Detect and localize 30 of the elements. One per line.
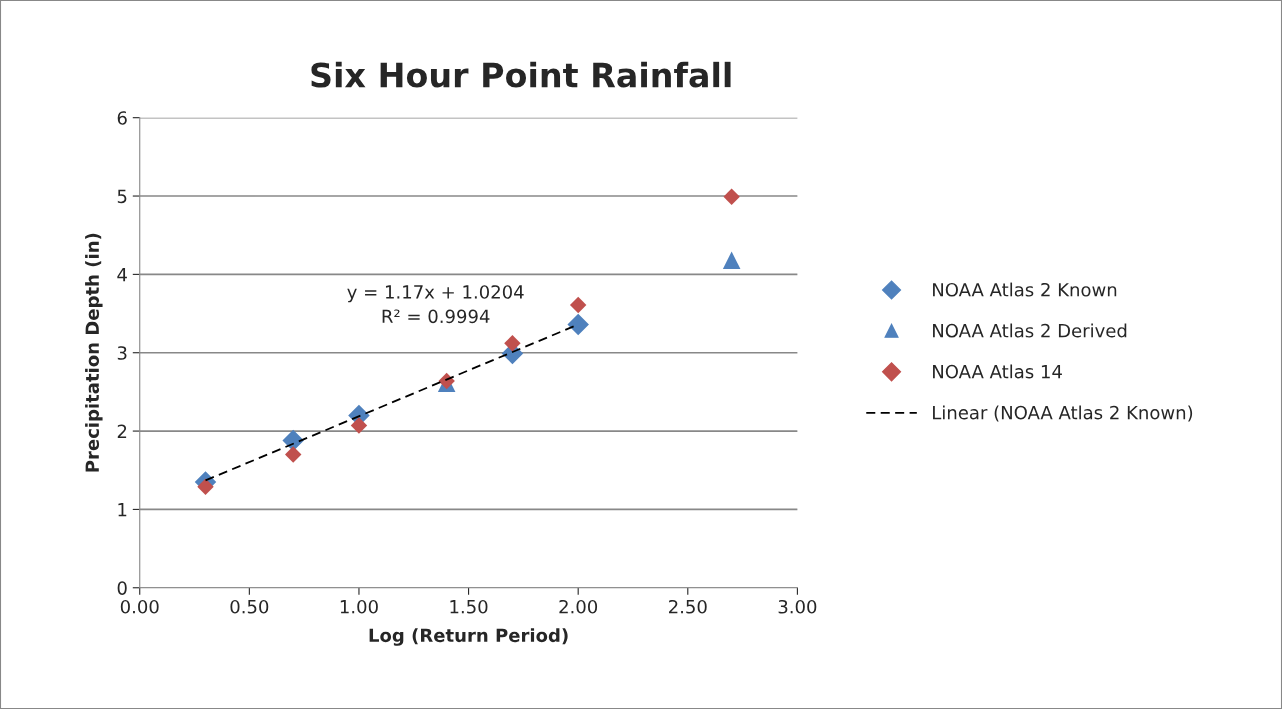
annotation: y = 1.17x + 1.0204 R² = 0.9994 (347, 285, 524, 324)
x-tick-label: 1.50 (450, 599, 488, 614)
x-tick-label: 2.50 (669, 599, 707, 614)
point (197, 478, 214, 495)
point (567, 313, 589, 336)
x-tick-label: 0.00 (120, 599, 159, 614)
y-axis-title: Precipitation Depth (in) (85, 233, 103, 472)
point (722, 251, 741, 270)
y-tick-label: 4 (117, 268, 127, 282)
legend-label: Linear (NOAA Atlas 2 Known) (933, 405, 1193, 422)
point (350, 417, 368, 434)
point (504, 335, 521, 352)
chart-title: Six Hour Point Rainfall (311, 61, 731, 88)
y-tick-label: 2 (117, 424, 127, 438)
y-tick-label: 6 (117, 111, 127, 125)
x-tick-label: 1.00 (340, 599, 378, 614)
legend-label: NOAA Atlas 2 Derived (933, 323, 1127, 338)
x-axis-title: Log (Return Period) (369, 628, 568, 646)
point (284, 446, 302, 463)
point (569, 296, 587, 314)
x-tick-label: 0.50 (230, 599, 269, 614)
y-tick-label: 5 (117, 189, 127, 204)
y-tick-label: 3 (117, 346, 127, 360)
x-tick-label: 3.00 (778, 599, 817, 614)
y-tick-label: 1 (118, 503, 127, 517)
y-tick-label: 0 (117, 581, 127, 595)
x-tick-label: 2.00 (559, 599, 598, 614)
point (723, 188, 740, 206)
legend-label: NOAA Atlas 2 Known (933, 282, 1117, 297)
legend-label: NOAA Atlas 14 (933, 364, 1062, 379)
